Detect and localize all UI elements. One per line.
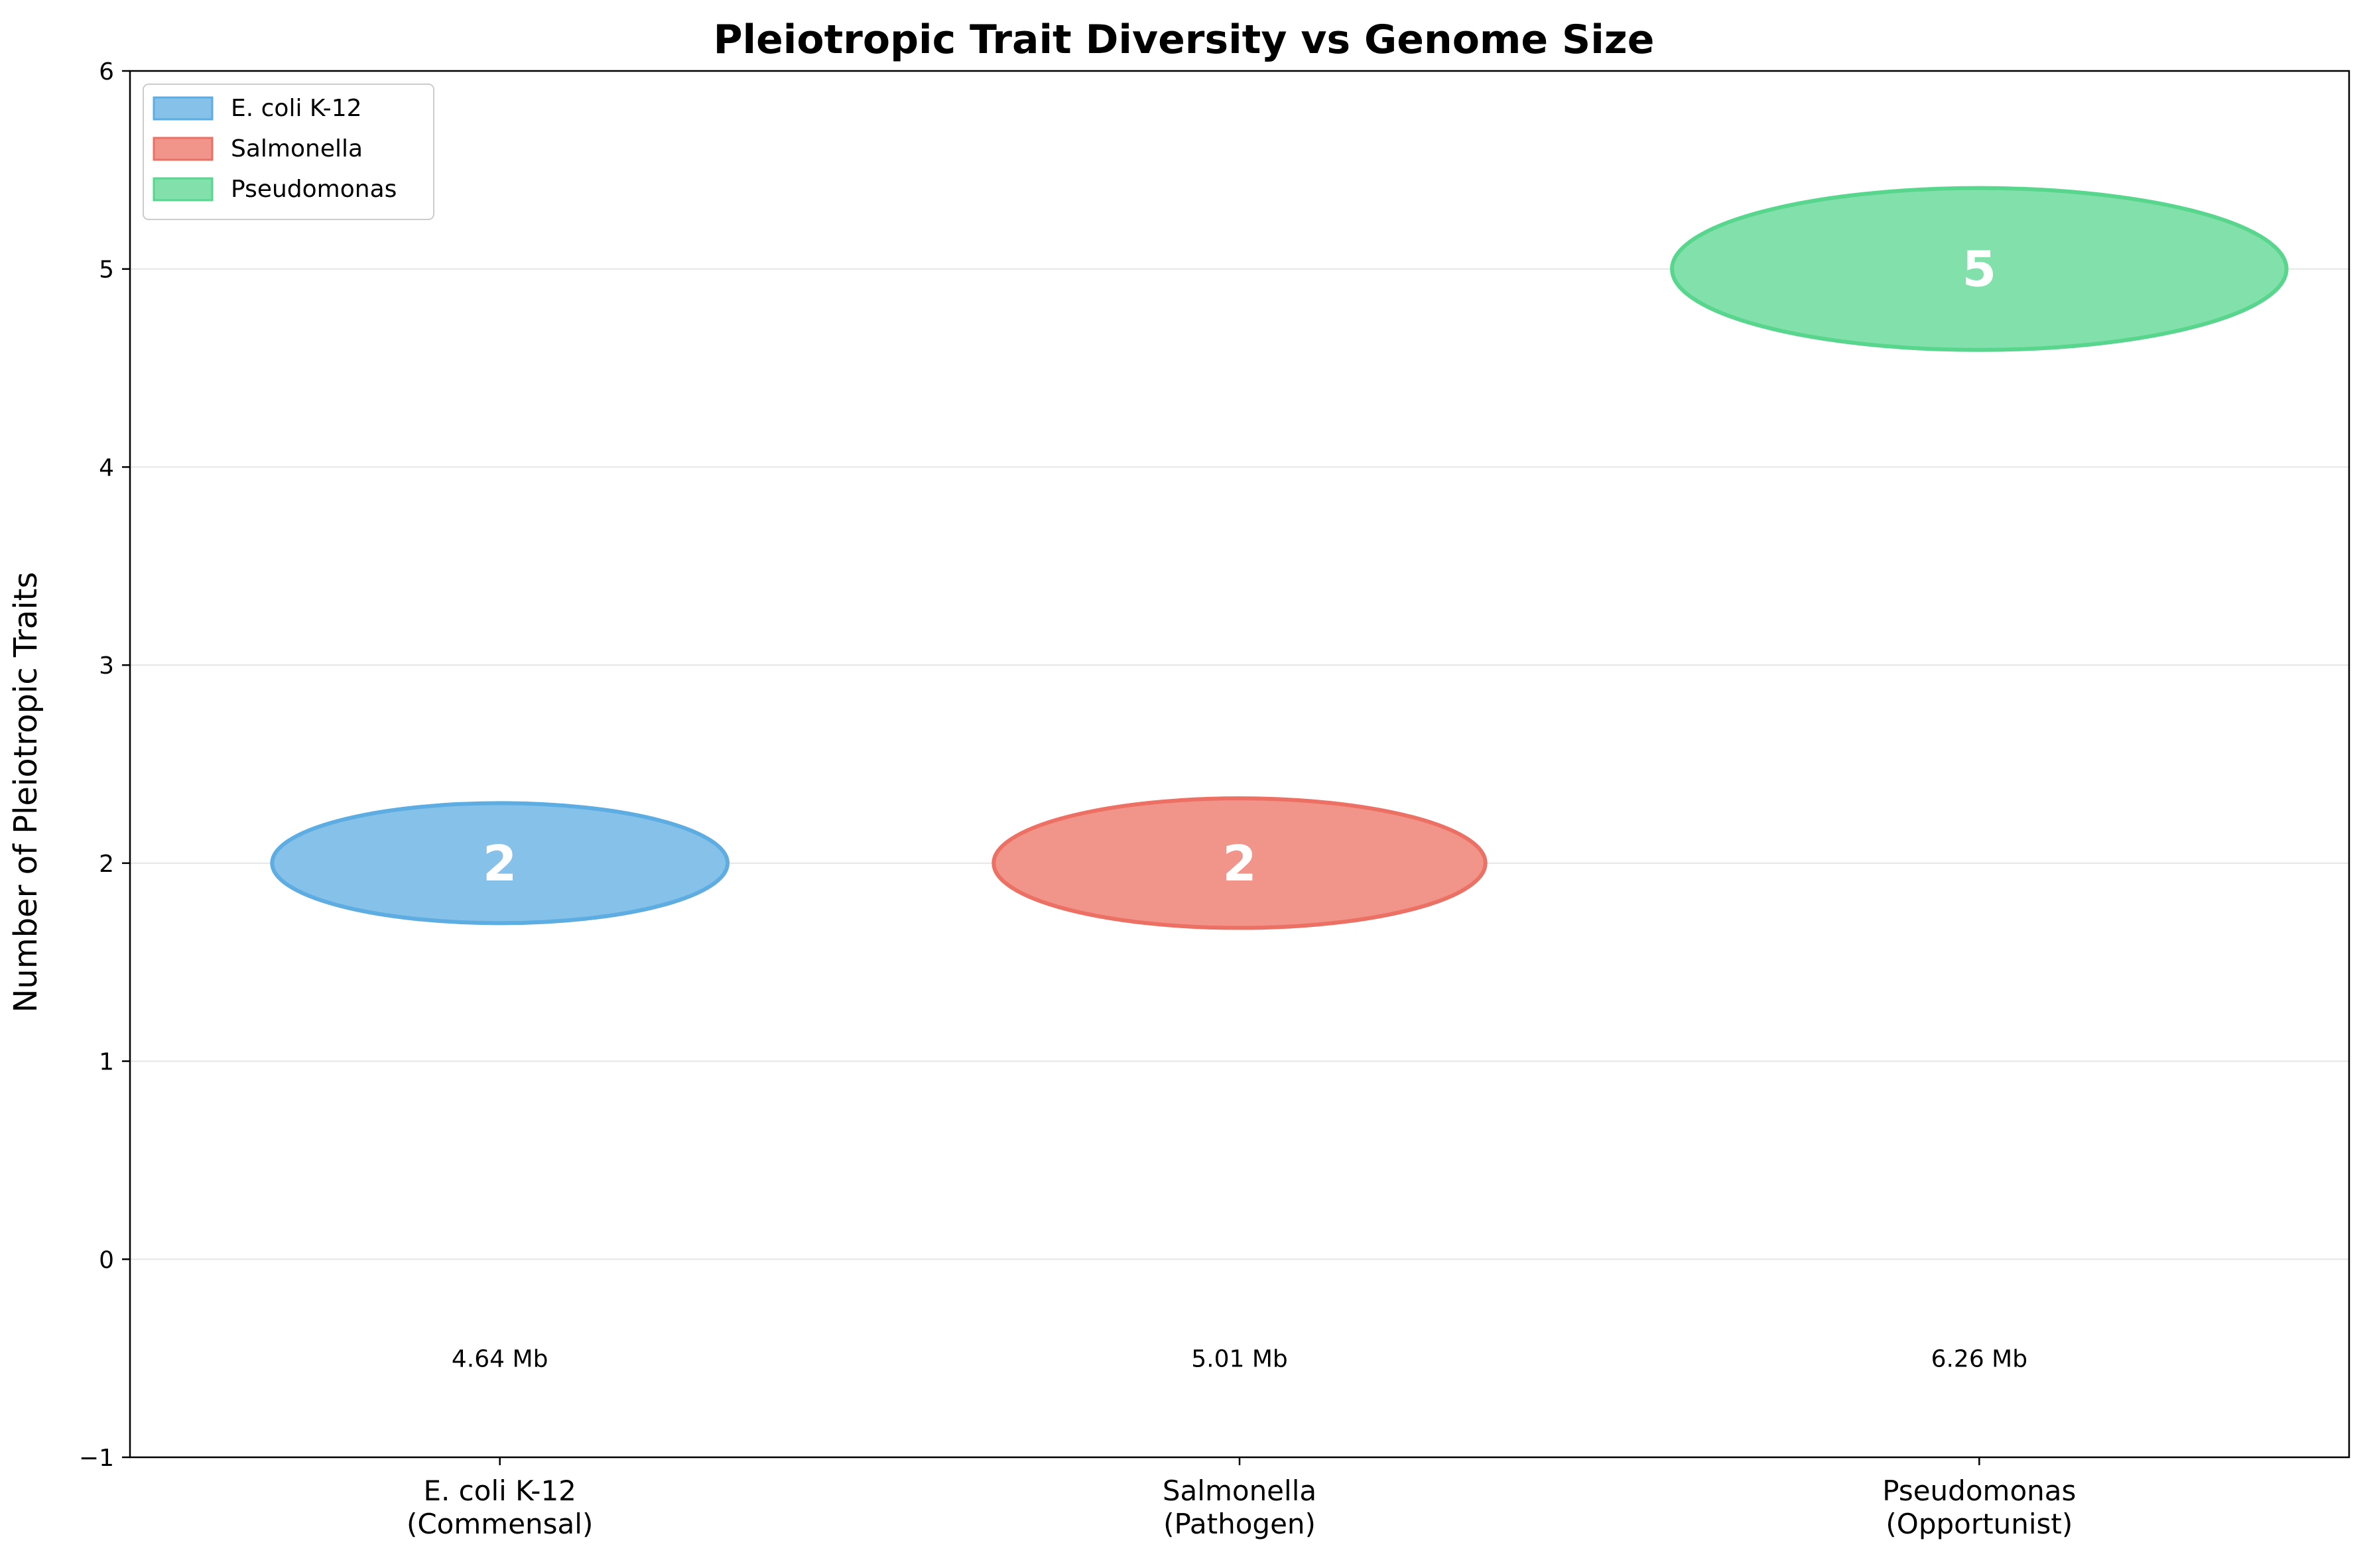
y-tick-label: 5 <box>99 257 114 284</box>
y-axis-label: Number of Pleiotropic Traits <box>7 572 44 1012</box>
y-tick-label: −1 <box>79 1445 114 1472</box>
genome-size-label: 5.01 Mb <box>1191 1346 1288 1373</box>
x-tick-label-subtitle: (Commensal) <box>407 1508 593 1540</box>
x-tick-label: E. coli K-12 <box>423 1475 576 1507</box>
genome-size-label: 4.64 Mb <box>452 1346 548 1373</box>
x-tick-label-subtitle: (Pathogen) <box>1163 1508 1316 1540</box>
x-tick-label: Salmonella <box>1163 1475 1316 1507</box>
legend-label: Pseudomonas <box>231 176 397 203</box>
data-value-label: 2 <box>1222 835 1257 892</box>
y-tick-label: 6 <box>99 58 114 86</box>
chart-title: Pleiotropic Trait Diversity vs Genome Si… <box>714 17 1655 63</box>
y-tick-label: 3 <box>99 652 114 680</box>
data-value-label: 5 <box>1962 241 1997 298</box>
legend-label: Salmonella <box>231 135 363 162</box>
x-tick-label-subtitle: (Opportunist) <box>1886 1508 2073 1540</box>
legend-box <box>143 84 434 220</box>
data-ellipse <box>1670 186 2289 352</box>
legend-swatch <box>153 137 214 161</box>
y-tick-label: 0 <box>99 1246 114 1274</box>
y-tick-label: 2 <box>99 851 114 878</box>
marks-layer: 2 4.64 Mb 2 5.01 Mb 5 6.26 Mb <box>270 186 2289 1373</box>
data-ellipse <box>270 801 730 926</box>
x-tick-label: Pseudomonas <box>1882 1475 2076 1507</box>
legend-label: E. coli K-12 <box>231 95 362 122</box>
data-ellipse <box>992 796 1488 930</box>
genome-size-label: 6.26 Mb <box>1931 1346 2028 1373</box>
legend-swatch <box>153 96 214 121</box>
legend: E. coli K-12 Salmonella Pseudomonas <box>143 84 434 220</box>
legend-swatch <box>153 177 214 202</box>
data-value-label: 2 <box>483 835 517 892</box>
y-tick-label: 1 <box>99 1049 114 1076</box>
y-tick-label: 4 <box>99 454 114 481</box>
